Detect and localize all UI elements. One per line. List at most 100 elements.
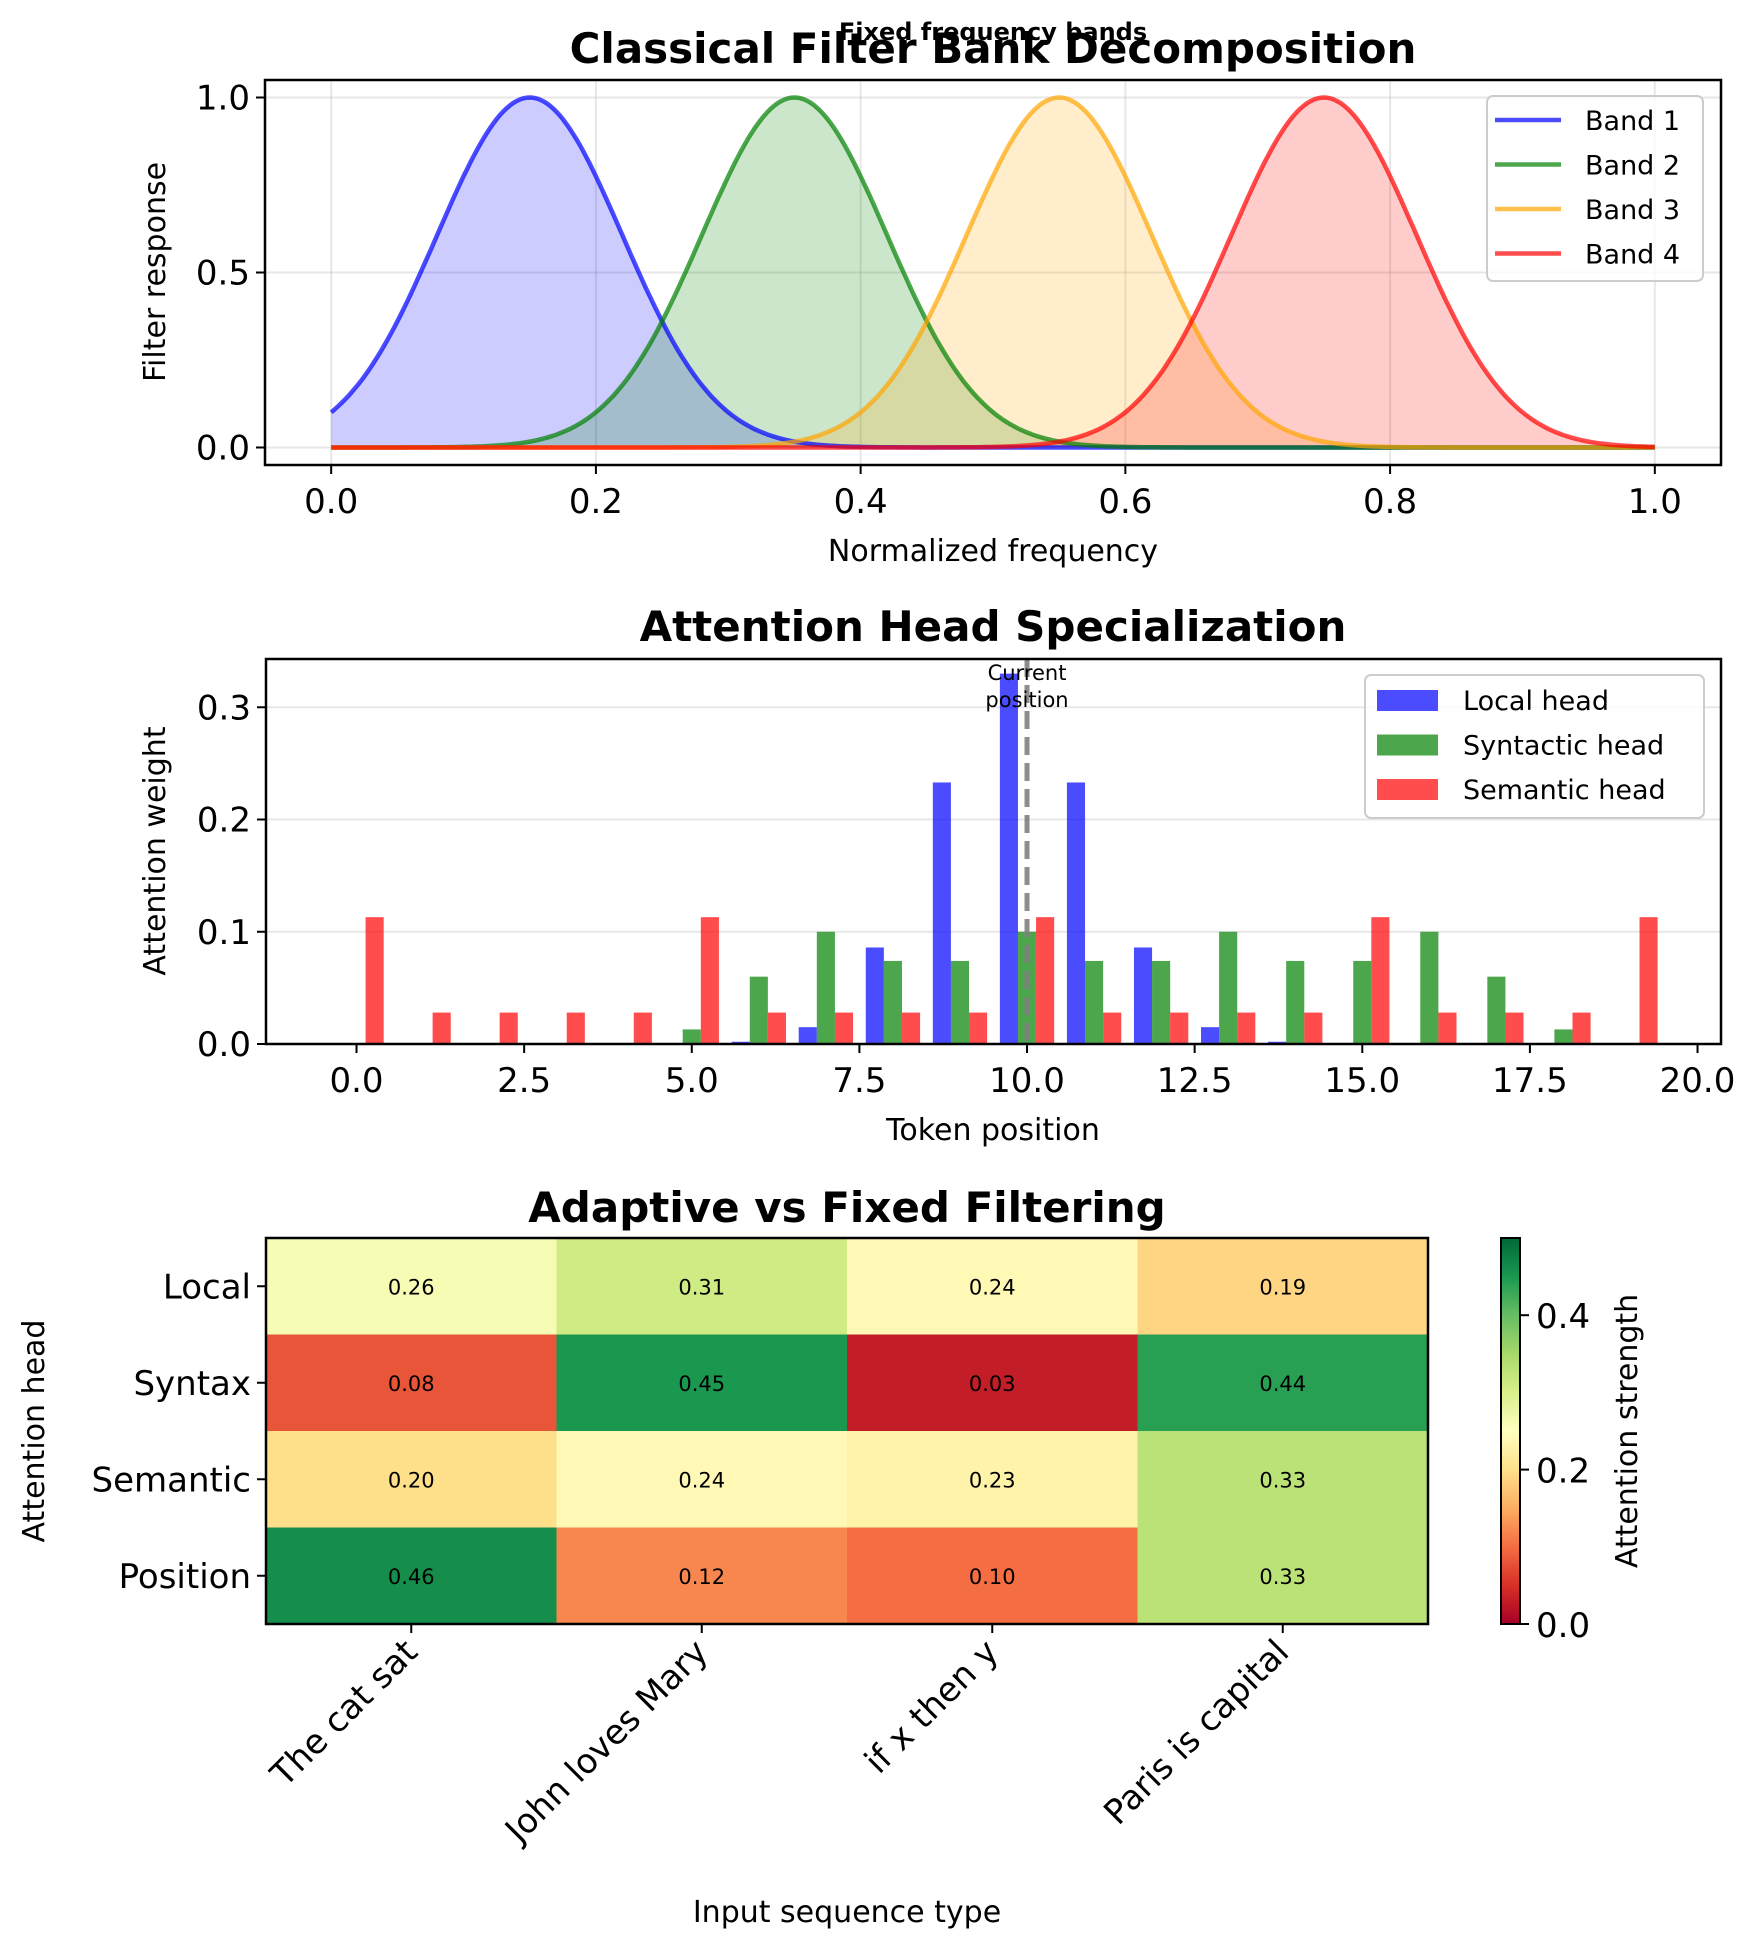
y-ticks: 0.0 0.5 1.0 xyxy=(196,79,265,469)
bar-syntactic-head xyxy=(1353,960,1372,1044)
bar-syntactic-head xyxy=(1554,1029,1573,1044)
x-tick-label: Paris is capital xyxy=(1096,1632,1297,1833)
bar-semantic-head xyxy=(1304,1012,1323,1044)
band-lines xyxy=(329,95,1655,450)
x-tick-label: 0.8 xyxy=(1363,482,1417,522)
y-axis-label: Filter response xyxy=(138,162,173,382)
heatmap-cell xyxy=(1137,1238,1429,1335)
bar-semantic-head xyxy=(969,1012,988,1044)
x-tick-label: 0.4 xyxy=(834,482,888,522)
bar-syntactic-head xyxy=(1286,960,1305,1044)
colorbar-tick-label: 0.2 xyxy=(1536,1452,1590,1492)
y-tick-label: Semantic xyxy=(92,1460,251,1500)
bar-local-head xyxy=(1066,782,1086,1044)
bar-semantic-head xyxy=(1572,1012,1591,1044)
bar-syntactic-head xyxy=(883,960,902,1044)
x-axis-label: Normalized frequency xyxy=(828,534,1158,569)
x-tick-label: 7.5 xyxy=(832,1061,886,1101)
colorbar-tick-label: 0.0 xyxy=(1536,1606,1590,1646)
x-ticks: The cat sat John loves Mary if x then y Par… xyxy=(263,1624,1297,1852)
x-tick-label: 10.0 xyxy=(989,1061,1065,1101)
x-tick-label: 0.0 xyxy=(304,482,358,522)
legend-label: Syntactic head xyxy=(1463,731,1664,762)
axes-frame xyxy=(264,657,1723,1046)
cell-value: 0.19 xyxy=(1259,1275,1306,1299)
x-tick-label: 5.0 xyxy=(665,1061,719,1101)
x-tick-label: 0.6 xyxy=(1098,482,1152,522)
cell-value: 0.46 xyxy=(388,1565,435,1589)
legend-label: Band 2 xyxy=(1585,151,1680,182)
bar-semantic-head xyxy=(365,917,384,1044)
y-tick-label: 0.0 xyxy=(197,1025,251,1065)
heatmap-cell xyxy=(266,1334,557,1432)
annotation-line-1: Current xyxy=(988,661,1067,685)
heatmap-cell xyxy=(556,1334,848,1432)
heatmap-cell xyxy=(556,1431,848,1528)
cell-value: 0.10 xyxy=(969,1565,1016,1589)
heatmap-cell xyxy=(266,1431,557,1528)
heatmap-cell xyxy=(266,1238,557,1335)
legend-swatch-1 xyxy=(1377,690,1438,711)
y-tick-label: 0.2 xyxy=(197,801,251,841)
bar-local-head xyxy=(999,673,1018,1044)
bar-local-head xyxy=(798,1027,817,1044)
bar-syntactic-head xyxy=(1420,931,1439,1044)
legend-label: Semantic head xyxy=(1463,775,1666,806)
x-tick-label: 2.5 xyxy=(497,1061,551,1101)
x-ticks: 0.0 2.5 5.0 7.5 10.0 12.5 15.0 17.5 20.0 xyxy=(329,1044,1735,1101)
bar-local-head xyxy=(1133,947,1153,1044)
bar-semantic-head xyxy=(1438,1012,1457,1044)
bar-semantic-head xyxy=(767,1012,786,1044)
band-fill-2 xyxy=(331,97,1655,448)
x-tick-label: 1.0 xyxy=(1628,482,1682,522)
colorbar xyxy=(1500,1237,1521,1625)
x-tick-label: 17.5 xyxy=(1492,1061,1568,1101)
cell-value: 0.24 xyxy=(969,1275,1016,1299)
bar-semantic-head xyxy=(1170,1012,1189,1044)
y-axis-label: Attention weight xyxy=(138,726,173,975)
y-ticks: 0.0 0.1 0.2 0.3 xyxy=(197,688,266,1065)
y-tick-label: 0.0 xyxy=(196,429,250,469)
heatmap-cell xyxy=(847,1238,1138,1335)
bar-local-head xyxy=(865,947,884,1044)
bar-semantic-head xyxy=(901,1012,921,1044)
legend-label: Band 3 xyxy=(1585,195,1680,226)
annotation-line-2: position xyxy=(985,688,1068,712)
heatmap-cell xyxy=(1137,1334,1429,1432)
x-ticks: 0.0 0.2 0.4 0.6 0.8 1.0 xyxy=(304,465,1682,522)
bar-syntactic-head xyxy=(1152,960,1171,1044)
bar-semantic-head xyxy=(1639,917,1658,1044)
bar-semantic-head xyxy=(1103,1012,1122,1044)
bar-semantic-head xyxy=(1036,917,1055,1044)
x-axis-label: Token position xyxy=(885,1113,1100,1148)
legend-swatch-2 xyxy=(1377,734,1438,756)
panel-attention-heads: Current position 0.0 2.5 5.0 7.5 10.0 12.5 15.… xyxy=(138,602,1735,1148)
heatmap-cell xyxy=(847,1334,1138,1432)
heatmap-cell xyxy=(1137,1527,1429,1625)
x-axis-label: Input sequence type xyxy=(693,1895,1001,1930)
bar-semantic-head xyxy=(566,1012,585,1044)
cell-value: 0.12 xyxy=(678,1565,725,1589)
chart-subtitle: Fixed frequency bands xyxy=(839,18,1147,46)
y-axis-label: Attention head xyxy=(17,1320,52,1543)
band-line-4 xyxy=(331,95,1655,450)
cell-value: 0.31 xyxy=(678,1275,725,1299)
cell-value: 0.45 xyxy=(678,1372,725,1396)
legend: Local head Syntactic head Semantic head xyxy=(1364,674,1705,819)
x-tick-label: The cat sat xyxy=(263,1632,426,1795)
colorbar-label: Attention strength xyxy=(1610,1294,1645,1568)
y-tick-label: Syntax xyxy=(133,1364,251,1404)
bar-semantic-head xyxy=(499,1012,518,1044)
bar-syntactic-head xyxy=(950,960,970,1044)
y-tick-label: 0.1 xyxy=(197,913,251,953)
y-tick-label: 0.5 xyxy=(196,254,250,294)
cell-value: 0.03 xyxy=(969,1372,1016,1396)
heatmap-cell xyxy=(1137,1431,1429,1528)
x-tick-label: 20.0 xyxy=(1660,1061,1736,1101)
x-tick-label: 0.0 xyxy=(329,1061,383,1101)
legend: Band 1 Band 2 Band 3 Band 4 xyxy=(1486,95,1704,282)
bar-syntactic-head xyxy=(749,976,768,1044)
panel-heatmap: 0.26 0.31 0.24 0.19 0.08 0.45 0.03 0.44 0.20 0.24… xyxy=(17,1183,1645,1930)
cell-value: 0.33 xyxy=(1259,1468,1306,1492)
